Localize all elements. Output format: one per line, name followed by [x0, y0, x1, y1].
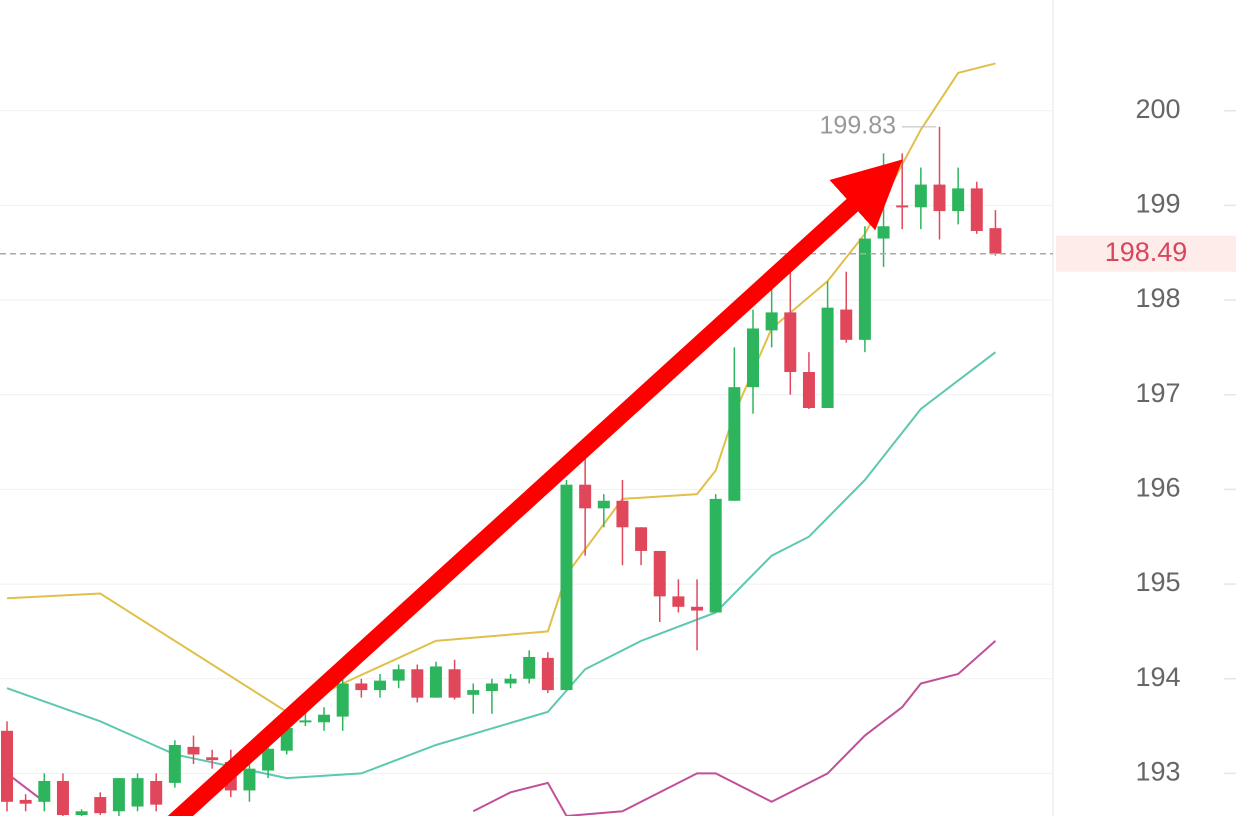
candle-body: [896, 205, 909, 208]
candle-body: [970, 188, 983, 231]
candle-body: [1, 730, 13, 802]
candle-body: [355, 683, 368, 691]
y-tick-label: 195: [1135, 567, 1180, 597]
candle-body: [467, 690, 480, 695]
candle-body: [635, 527, 648, 551]
candle-body: [75, 811, 88, 816]
candle-body: [336, 683, 349, 717]
candle-body: [933, 184, 946, 212]
candle-body: [38, 780, 51, 802]
candle-body: [914, 184, 927, 208]
candle-body: [318, 714, 331, 723]
y-tick-label: 196: [1135, 473, 1180, 503]
y-tick-label: 197: [1135, 378, 1180, 408]
candle-body: [374, 680, 386, 691]
candle-body: [784, 312, 797, 373]
candle-body: [802, 372, 815, 408]
candle-body: [877, 226, 890, 239]
y-tick-label: 198: [1135, 283, 1180, 313]
candle-body: [280, 727, 293, 751]
last-price-label: 198.49: [1105, 237, 1188, 267]
candle-body: [262, 748, 275, 771]
candle-body: [206, 757, 219, 761]
y-tick-label: 199: [1135, 189, 1180, 219]
candle-body: [504, 678, 517, 684]
candle-body: [243, 768, 256, 791]
candle-body: [579, 484, 592, 509]
candle-body: [392, 669, 405, 681]
y-tick-label: 200: [1135, 94, 1180, 124]
candle-body: [485, 683, 498, 692]
candle-body: [429, 666, 442, 698]
candle-body: [989, 228, 1002, 254]
candle-body: [187, 746, 200, 755]
trend-arrow: [167, 159, 903, 816]
candle-body: [821, 307, 834, 408]
candle-body: [560, 484, 573, 691]
candle-body: [411, 669, 424, 698]
candle-body: [709, 498, 722, 613]
candle-body: [299, 720, 312, 723]
candle-body: [112, 778, 125, 812]
candle-body: [952, 188, 965, 212]
candle-body: [19, 799, 32, 804]
candle-body: [728, 387, 741, 501]
y-tick-label: 193: [1135, 757, 1180, 787]
candle-body: [858, 238, 871, 340]
candle-body: [616, 500, 629, 528]
candle-body: [541, 657, 554, 691]
candle-body: [691, 606, 704, 611]
candle-body: [168, 745, 181, 783]
candle-body: [653, 550, 666, 597]
candle-body: [94, 797, 107, 814]
candle-body: [150, 780, 163, 805]
candle-body: [747, 328, 759, 388]
candle-body: [672, 596, 685, 607]
grid: 193 194 195 196 197 198 199 200: [0, 94, 1236, 787]
overlay: 198.49 199.83: [0, 111, 1236, 272]
high-label: 199.83: [820, 111, 896, 139]
candle-body: [523, 656, 536, 679]
y-tick-label: 194: [1135, 662, 1180, 692]
candle-body: [448, 669, 461, 698]
candle-body: [56, 780, 69, 816]
candle-body: [840, 309, 853, 340]
candle-body: [131, 778, 144, 807]
last-price-box: [1056, 235, 1236, 272]
moving-average: [6, 640, 997, 816]
candle-body: [765, 312, 778, 331]
candle-body: [597, 500, 610, 509]
